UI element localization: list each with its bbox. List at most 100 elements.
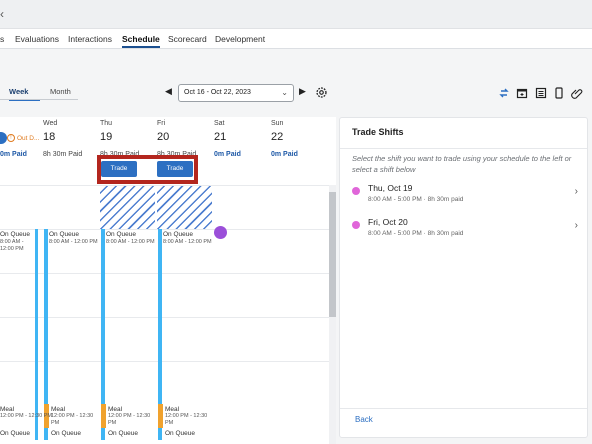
meal-bar	[158, 404, 163, 428]
chevron-right-icon: ›	[574, 186, 578, 197]
mobile-icon[interactable]	[553, 87, 565, 99]
day-number: 20	[157, 131, 170, 143]
trade-button-fri[interactable]: Trade	[157, 161, 193, 177]
day-header-sun: Sun 22 0m Paid	[271, 117, 326, 183]
day-header-sat: Sat 21 0m Paid	[214, 117, 269, 183]
tab-partial[interactable]: s	[0, 34, 5, 44]
chevron-down-icon: ⌄	[281, 88, 288, 97]
meal-bar	[101, 404, 106, 428]
day-name: Wed	[43, 120, 58, 127]
day-paid: 8h 30m Paid	[43, 151, 83, 158]
tab-schedule[interactable]: Schedule	[122, 34, 160, 48]
scrollbar-thumb[interactable]	[329, 192, 336, 317]
day-header-thu: Thu 19 8h 30m Paid	[100, 117, 155, 183]
shift-time: 8:00 AM - 5:00 PM · 8h 30m paid	[368, 196, 464, 203]
trade-button-thu[interactable]: Trade	[101, 161, 137, 177]
next-week-icon[interactable]: ▶	[299, 86, 306, 96]
app-header: ‹	[0, 0, 592, 29]
day-name: Fri	[157, 120, 166, 127]
shift-label: On Queue 8:00 AM - 12:00 PM	[163, 231, 212, 246]
shift-time: 8:00 AM - 12:00 PM	[0, 239, 24, 252]
trade-shift-item[interactable]: Fri, Oct 20 8:00 AM - 5:00 PM · 8h 30m p…	[352, 217, 582, 249]
day-paid: 0m Paid	[271, 151, 298, 158]
meal-label: Meal 12:00 PM - 12:30 PM	[51, 406, 96, 427]
divider	[0, 229, 329, 230]
unavailable-block-thu	[100, 185, 155, 229]
day-paid: 0m Paid	[214, 151, 241, 158]
shift-day: Thu, Oct 19	[368, 183, 413, 193]
out-of-office-label: Out D...	[17, 135, 40, 142]
shift-bar	[35, 229, 38, 440]
tab-interactions[interactable]: Interactions	[68, 34, 112, 44]
divider	[0, 361, 329, 362]
trade-shifts-panel: Trade Shifts Select the shift you want t…	[339, 117, 588, 438]
shift-bar	[158, 229, 162, 440]
meal-activity: Meal	[108, 406, 123, 413]
divider	[0, 317, 329, 318]
day-number: 18	[43, 131, 56, 143]
back-icon[interactable]: ‹	[0, 7, 4, 21]
attachment-icon[interactable]	[571, 87, 583, 99]
schedule-grid: ! Out D... 0m Paid Wed 18 8h 30m Paid Th…	[0, 117, 336, 444]
tab-development[interactable]: Development	[215, 34, 266, 44]
day-name: Thu	[100, 120, 113, 127]
tab-evaluations[interactable]: Evaluations	[15, 34, 59, 44]
meal-label: Meal 12:00 PM - 12:30 PM	[0, 406, 52, 420]
week-view-button[interactable]: Week	[9, 87, 41, 101]
nav-tabs: s Evaluations Interactions Schedule Scor…	[0, 29, 592, 49]
day-number: 22	[271, 131, 284, 143]
divider	[340, 148, 587, 149]
shift-activity: On Queue	[106, 231, 136, 238]
calendar-add-icon[interactable]	[516, 87, 528, 99]
meal-time: 12:00 PM - 12:30 PM	[165, 413, 208, 426]
shift-activity: On Queue	[0, 430, 30, 437]
day-paid: 0m Paid	[0, 151, 27, 158]
schedule-toolbar: Week Month ◀ ▶	[0, 77, 592, 109]
date-range-value: Oct 16 - Oct 22, 2023	[184, 89, 251, 96]
month-view-button[interactable]: Month	[50, 87, 71, 96]
panel-title: Trade Shifts	[352, 127, 404, 137]
out-of-office-icon: !	[7, 134, 15, 142]
trade-highlight-box	[97, 155, 198, 184]
day-paid: 8h 30m Paid	[157, 151, 197, 158]
meal-activity: Meal	[51, 406, 66, 413]
shift-label: On Queue 8:00 AM - 12:00 PM	[49, 231, 98, 246]
day-header-tue: ! Out D... 0m Paid	[0, 117, 40, 183]
current-time-indicator	[214, 226, 227, 239]
shift-dot-icon	[352, 221, 360, 229]
shift-block-fri[interactable]: On Queue 8:00 AM - 12:00 PM	[158, 229, 212, 440]
panel-instructions: Select the shift you want to trade using…	[352, 154, 572, 174]
meal-bar	[44, 404, 49, 428]
shift-block-thu[interactable]: On Queue 8:00 AM - 12:00 PM	[101, 229, 155, 440]
day-number: 21	[214, 131, 227, 143]
meal-label: Meal 12:00 PM - 12:30 PM	[165, 406, 210, 427]
view-toggle-underline	[0, 99, 78, 100]
swap-icon[interactable]	[498, 87, 510, 99]
shift-activity: On Queue	[165, 430, 195, 437]
tab-scorecard[interactable]: Scorecard	[168, 34, 207, 44]
shift-block-wed[interactable]: On Queue 8:00 AM - 12:00 PM	[44, 229, 98, 440]
shift-block-tue[interactable]: On Queue 8:00 AM - 12:00 PM	[0, 229, 38, 440]
trade-shift-item[interactable]: Thu, Oct 19 8:00 AM - 5:00 PM · 8h 30m p…	[352, 183, 582, 215]
meal-activity: Meal	[165, 406, 180, 413]
shift-day: Fri, Oct 20	[368, 217, 408, 227]
day-header-wed: Wed 18 8h 30m Paid	[43, 117, 98, 183]
meal-activity: Meal	[0, 406, 15, 413]
day-paid: 8h 30m Paid	[100, 151, 140, 158]
divider	[0, 185, 329, 186]
list-icon[interactable]	[535, 87, 547, 99]
day-name: Sat	[214, 120, 225, 127]
back-button[interactable]: Back	[355, 415, 373, 424]
date-range-select[interactable]: Oct 16 - Oct 22, 2023 ⌄	[178, 84, 294, 102]
meal-time: 12:00 PM - 12:30 PM	[108, 413, 151, 426]
day-name: Sun	[271, 120, 284, 127]
shift-label: On Queue 8:00 AM - 12:00 PM	[106, 231, 155, 246]
shift-activity: On Queue	[163, 231, 193, 238]
shift-activity: On Queue	[51, 430, 81, 437]
meal-time: 12:00 PM - 12:30 PM	[0, 413, 52, 419]
previous-week-icon[interactable]: ◀	[165, 86, 172, 96]
gear-icon[interactable]	[315, 86, 328, 99]
shift-activity: On Queue	[0, 231, 30, 238]
day-header-fri: Fri 20 8h 30m Paid	[157, 117, 212, 183]
shift-activity: On Queue	[108, 430, 138, 437]
